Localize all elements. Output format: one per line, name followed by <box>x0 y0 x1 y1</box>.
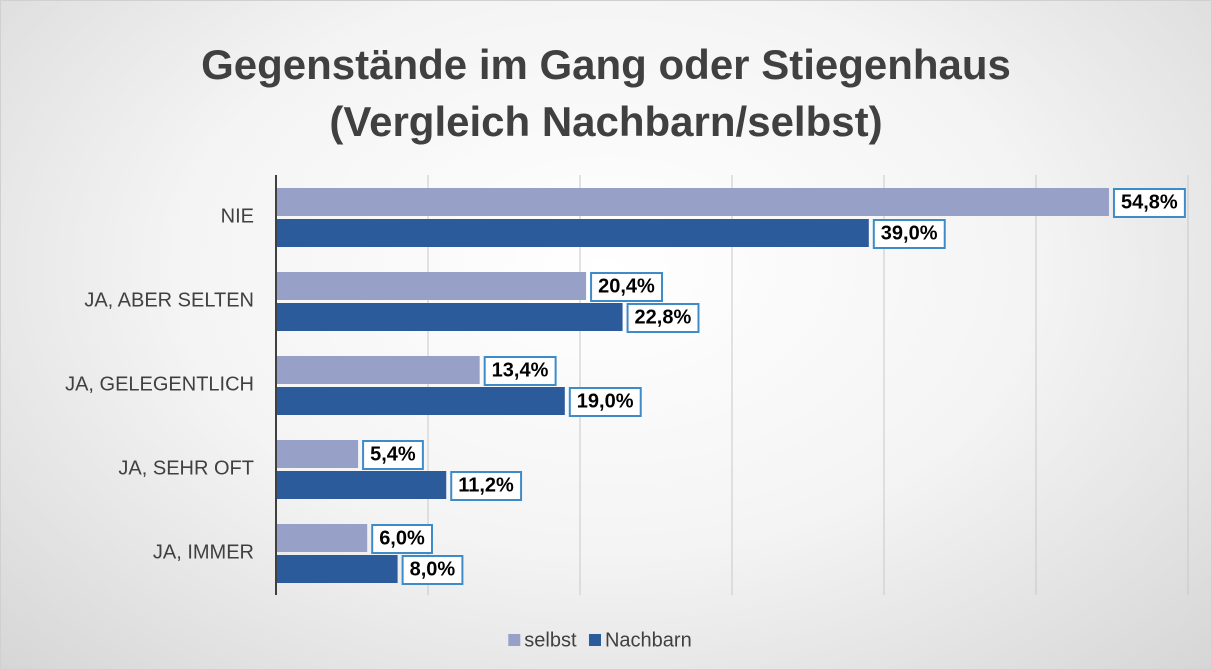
legend-label: selbst <box>524 629 577 651</box>
data-label: 6,0% <box>379 527 425 549</box>
y-tick-label: JA, IMMER <box>153 541 254 563</box>
data-label-box <box>450 471 523 501</box>
data-label: 8,0% <box>410 558 456 580</box>
bar <box>276 471 447 499</box>
data-label: 5,4% <box>370 443 416 465</box>
data-label-box <box>1112 188 1186 218</box>
bar <box>276 219 869 247</box>
data-label: 22,8% <box>635 306 692 328</box>
data-label: 19,0% <box>577 390 634 412</box>
data-label: 39,0% <box>881 222 938 244</box>
y-tick-label: JA, GELEGENTLICH <box>65 373 254 395</box>
data-label-box <box>872 219 946 249</box>
bar <box>276 524 368 552</box>
data-label-box <box>371 524 434 554</box>
y-tick-label: NIE <box>221 205 254 227</box>
y-tick-label: JA, SEHR OFT <box>118 457 254 479</box>
data-label: 54,8% <box>1121 191 1178 213</box>
bar <box>276 440 359 468</box>
legend-label: Nachbarn <box>605 629 692 651</box>
data-label-box <box>626 303 700 333</box>
bar <box>276 272 587 300</box>
data-label: 13,4% <box>492 359 549 381</box>
bar <box>276 188 1109 216</box>
legend-marker <box>508 634 521 646</box>
data-label: 11,2% <box>458 474 514 496</box>
chart-title: Gegenstände im Gang oder Stiegenhaus (Ve… <box>201 41 1011 145</box>
y-tick-label: JA, ABER SELTEN <box>84 289 254 311</box>
data-label-box <box>568 387 642 417</box>
data-label: 20,4% <box>598 275 655 297</box>
data-label-box <box>483 356 557 386</box>
legend-marker <box>588 634 601 646</box>
data-label-box <box>401 555 464 585</box>
data-label-box <box>362 440 424 470</box>
bar <box>276 356 480 384</box>
data-label-box <box>590 272 664 302</box>
bar <box>276 387 565 415</box>
bar <box>276 555 398 583</box>
bar <box>276 303 623 331</box>
